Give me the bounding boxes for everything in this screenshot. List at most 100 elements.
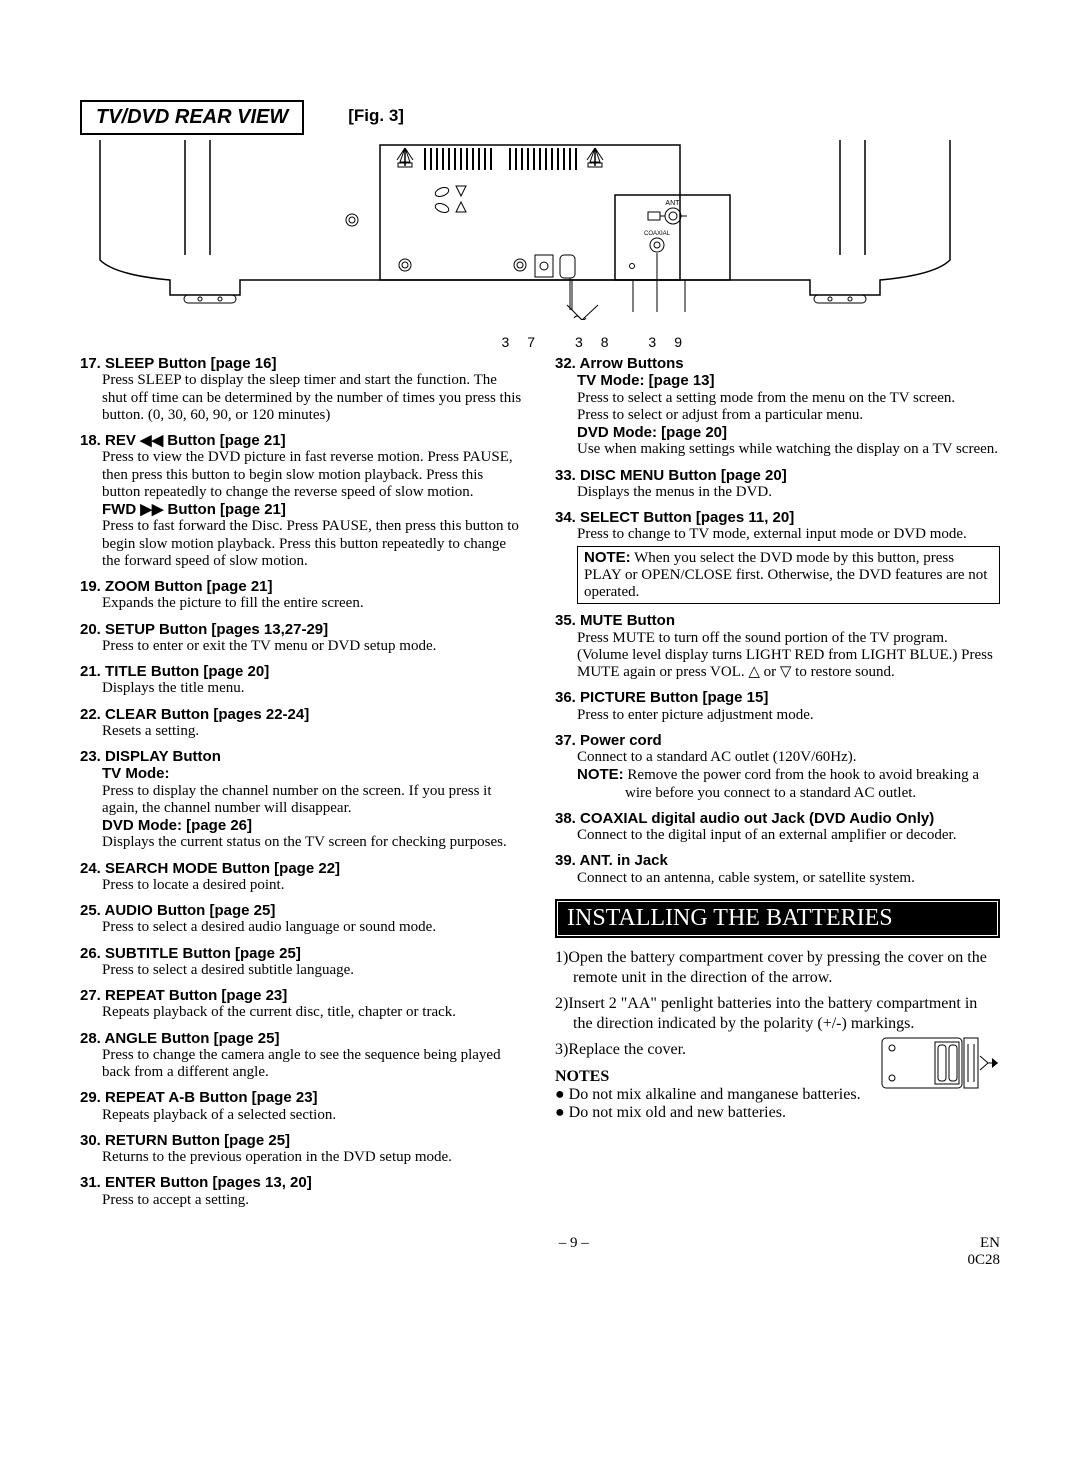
item-body: Repeats playback of the current disc, ti… xyxy=(102,1004,525,1021)
item-body: Press to enter or exit the TV menu or DV… xyxy=(102,638,525,655)
item-number: 36. xyxy=(555,689,576,706)
item-title: SEARCH MODE Button [page 22] xyxy=(105,860,340,877)
list-item: 17. SLEEP Button [page 16]Press SLEEP to… xyxy=(80,355,525,424)
item-body: Displays the title menu. xyxy=(102,680,525,697)
item-heading: 22. CLEAR Button [pages 22-24] xyxy=(80,706,525,723)
item-body: Press to select a desired audio language… xyxy=(102,919,525,936)
item-heading: 39. ANT. in Jack xyxy=(555,852,1000,869)
item-title: ZOOM Button [page 21] xyxy=(105,578,273,595)
item-body: Press to locate a desired point. xyxy=(102,877,525,894)
item-number: 17. xyxy=(80,355,101,372)
item-body: Displays the menus in the DVD. xyxy=(577,484,1000,501)
item-title: Arrow Buttons xyxy=(579,355,683,372)
list-item: 25. AUDIO Button [page 25]Press to selec… xyxy=(80,902,525,937)
item-body: Press to select or adjust from a particu… xyxy=(577,407,1000,424)
list-item: 39. ANT. in JackConnect to an antenna, c… xyxy=(555,852,1000,887)
item-heading: 28. ANGLE Button [page 25] xyxy=(80,1030,525,1047)
item-title: SUBTITLE Button [page 25] xyxy=(105,945,301,962)
item-number: 21. xyxy=(80,663,101,680)
list-item: 19. ZOOM Button [page 21]Expands the pic… xyxy=(80,578,525,613)
list-item: 23. DISPLAY ButtonTV Mode:Press to displ… xyxy=(80,748,525,852)
item-number: 27. xyxy=(80,987,101,1004)
item-title: ANT. in Jack xyxy=(579,852,667,869)
item-number: 34. xyxy=(555,509,576,526)
note-box: NOTE: When you select the DVD mode by th… xyxy=(577,546,1000,605)
item-number: 39. xyxy=(555,852,576,869)
item-title: COAXIAL digital audio out Jack (DVD Audi… xyxy=(580,810,934,827)
item-body: Connect to the digital input of an exter… xyxy=(577,827,1000,844)
item-heading: 35. MUTE Button xyxy=(555,612,1000,629)
callout-numbers: 37 38 39 xyxy=(502,334,701,350)
item-heading: 32. Arrow Buttons xyxy=(555,355,1000,372)
list-item: 29. REPEAT A-B Button [page 23]Repeats p… xyxy=(80,1089,525,1124)
battery-section-title: INSTALLING THE BATTERIES xyxy=(555,899,1000,938)
list-item: 24. SEARCH MODE Button [page 22]Press to… xyxy=(80,860,525,895)
item-number: 25. xyxy=(80,902,101,919)
item-body: Press to select a setting mode from the … xyxy=(577,390,1000,407)
list-item: 27. REPEAT Button [page 23]Repeats playb… xyxy=(80,987,525,1022)
item-title: SETUP Button [pages 13,27-29] xyxy=(105,621,328,638)
footer-code: EN 0C28 xyxy=(967,1235,1000,1269)
list-item: 37. Power cordConnect to a standard AC o… xyxy=(555,732,1000,802)
coaxial-label: COAXIAL xyxy=(644,231,671,237)
ant-label: ANT. xyxy=(665,200,680,207)
list-item: 18. REV ◀◀ Button [page 21]Press to view… xyxy=(80,432,525,570)
item-body: Repeats playback of a selected section. xyxy=(102,1107,525,1124)
right-column: 32. Arrow ButtonsTV Mode: [page 13]Press… xyxy=(555,355,1000,1217)
battery-steps: 1)Open the battery compartment cover by … xyxy=(555,948,1000,1060)
footer-en: EN xyxy=(980,1235,1000,1251)
item-body: Press to display the channel number on t… xyxy=(102,783,525,818)
note-label: NOTE: xyxy=(577,766,624,783)
item-title: TITLE Button [page 20] xyxy=(105,663,269,680)
item-heading: 25. AUDIO Button [page 25] xyxy=(80,902,525,919)
item-body: Press SLEEP to display the sleep timer a… xyxy=(102,372,525,424)
item-heading: 23. DISPLAY Button xyxy=(80,748,525,765)
item-body: Press to accept a setting. xyxy=(102,1192,525,1209)
item-title: REPEAT A-B Button [page 23] xyxy=(105,1089,318,1106)
list-item: 21. TITLE Button [page 20]Displays the t… xyxy=(80,663,525,698)
footer-spacer xyxy=(80,1235,180,1269)
item-number: 19. xyxy=(80,578,101,595)
list-item: 22. CLEAR Button [pages 22-24]Resets a s… xyxy=(80,706,525,741)
sub-heading: DVD Mode: [page 26] xyxy=(102,817,525,834)
item-title: SLEEP Button [page 16] xyxy=(105,355,276,372)
list-item: 31. ENTER Button [pages 13, 20]Press to … xyxy=(80,1174,525,1209)
list-item: 20. SETUP Button [pages 13,27-29]Press t… xyxy=(80,621,525,656)
item-heading: 38. COAXIAL digital audio out Jack (DVD … xyxy=(555,810,1000,827)
item-number: 29. xyxy=(80,1089,101,1106)
item-number: 22. xyxy=(80,706,101,723)
list-item: 28. ANGLE Button [page 25]Press to chang… xyxy=(80,1030,525,1082)
item-sub-body: Press to fast forward the Disc. Press PA… xyxy=(102,518,525,570)
item-body: Resets a setting. xyxy=(102,723,525,740)
item-body: Press to view the DVD picture in fast re… xyxy=(102,449,525,501)
list-item: 32. Arrow ButtonsTV Mode: [page 13]Press… xyxy=(555,355,1000,459)
list-item: 36. PICTURE Button [page 15]Press to ent… xyxy=(555,689,1000,724)
item-heading: 17. SLEEP Button [page 16] xyxy=(80,355,525,372)
note-label: NOTE: xyxy=(584,549,631,566)
tv-rear-svg: ANT. COAXIAL xyxy=(80,100,1000,320)
item-heading: 19. ZOOM Button [page 21] xyxy=(80,578,525,595)
footer-code-num: 0C28 xyxy=(967,1252,1000,1268)
item-sub-body: Use when making settings while watching … xyxy=(577,441,1000,458)
item-title: ENTER Button [pages 13, 20] xyxy=(105,1174,312,1191)
item-heading: 37. Power cord xyxy=(555,732,1000,749)
item-body: Press MUTE to turn off the sound portion… xyxy=(577,630,1000,682)
inline-note: NOTE: Remove the power cord from the hoo… xyxy=(577,766,1000,802)
item-title: RETURN Button [page 25] xyxy=(105,1132,290,1149)
item-number: 30. xyxy=(80,1132,101,1149)
item-body: Press to change the camera angle to see … xyxy=(102,1047,525,1082)
item-heading: 34. SELECT Button [pages 11, 20] xyxy=(555,509,1000,526)
sub-heading: DVD Mode: [page 20] xyxy=(577,424,1000,441)
battery-step: 1)Open the battery compartment cover by … xyxy=(555,948,1000,988)
page-footer: – 9 – EN 0C28 xyxy=(80,1235,1000,1269)
item-number: 33. xyxy=(555,467,576,484)
item-number: 18. xyxy=(80,432,101,449)
item-body: Expands the picture to fill the entire s… xyxy=(102,595,525,612)
item-body: Connect to a standard AC outlet (120V/60… xyxy=(577,749,1000,766)
list-item: 38. COAXIAL digital audio out Jack (DVD … xyxy=(555,810,1000,845)
list-item: 35. MUTE ButtonPress MUTE to turn off th… xyxy=(555,612,1000,681)
item-title: MUTE Button xyxy=(580,612,675,629)
battery-compartment-icon xyxy=(880,1036,1000,1091)
item-number: 38. xyxy=(555,810,576,827)
list-item: 26. SUBTITLE Button [page 25]Press to se… xyxy=(80,945,525,980)
